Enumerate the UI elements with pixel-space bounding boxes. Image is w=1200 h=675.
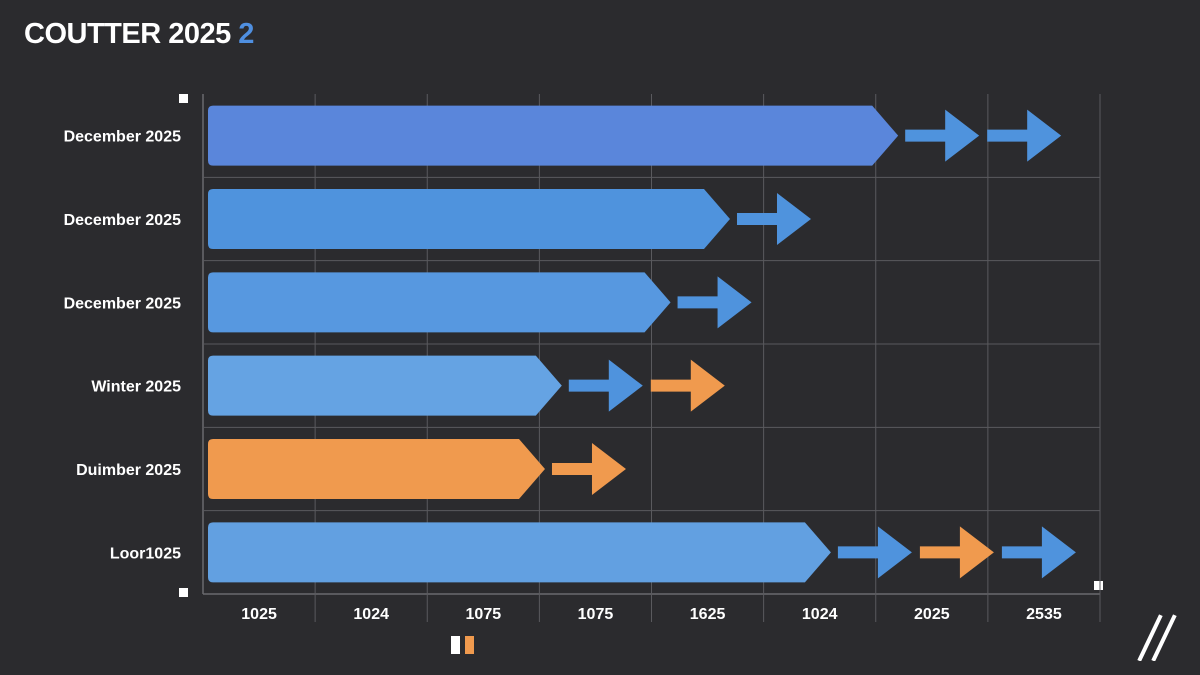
blue-arrow-icon bbox=[987, 109, 1062, 162]
y-category-label: Duimber 2025 bbox=[76, 462, 181, 479]
bar bbox=[208, 105, 899, 166]
blue-arrow-icon bbox=[905, 109, 980, 162]
x-tick-label: 1075 bbox=[578, 606, 614, 623]
legend-swatch-white bbox=[451, 636, 460, 654]
chart-title-accent: 2 bbox=[238, 18, 254, 50]
corner-marker-bottom-left bbox=[179, 588, 188, 597]
chart-title-text: COUTTER 2025 2 bbox=[24, 18, 254, 50]
blue-arrow-icon bbox=[568, 359, 643, 412]
blue-arrow-icon bbox=[837, 526, 912, 579]
legend-swatch-orange bbox=[465, 636, 474, 654]
corner-marker-top-left bbox=[179, 94, 188, 103]
blue-arrow-icon bbox=[736, 193, 811, 245]
x-tick-label: 1024 bbox=[353, 606, 389, 623]
orange-arrow-icon bbox=[919, 526, 994, 579]
orange-arrow-icon bbox=[551, 443, 626, 495]
y-category-label: December 2025 bbox=[64, 212, 182, 229]
x-tick-label: 1625 bbox=[690, 606, 726, 623]
bar bbox=[208, 522, 831, 583]
bar bbox=[208, 439, 545, 499]
y-category-label: December 2025 bbox=[64, 295, 182, 312]
chart-title: COUTTER 2025 2 bbox=[24, 18, 254, 51]
y-category-label: Loor1025 bbox=[110, 545, 181, 562]
corner-marker-bottom-right bbox=[1094, 581, 1103, 590]
bar bbox=[208, 272, 671, 333]
x-tick-label: 1024 bbox=[802, 606, 838, 623]
x-tick-label: 1075 bbox=[466, 606, 502, 623]
blue-arrow-icon bbox=[677, 276, 752, 329]
y-category-label: Winter 2025 bbox=[91, 379, 181, 396]
x-tick-label: 2535 bbox=[1026, 606, 1062, 623]
y-category-label: December 2025 bbox=[64, 129, 182, 146]
slash-logo-icon bbox=[1137, 614, 1177, 661]
bar bbox=[208, 355, 562, 416]
x-tick-label: 2025 bbox=[914, 606, 950, 623]
blue-arrow-icon bbox=[1001, 526, 1076, 579]
orange-arrow-icon bbox=[650, 359, 725, 412]
bar bbox=[208, 189, 730, 249]
x-tick-label: 1025 bbox=[241, 606, 277, 623]
